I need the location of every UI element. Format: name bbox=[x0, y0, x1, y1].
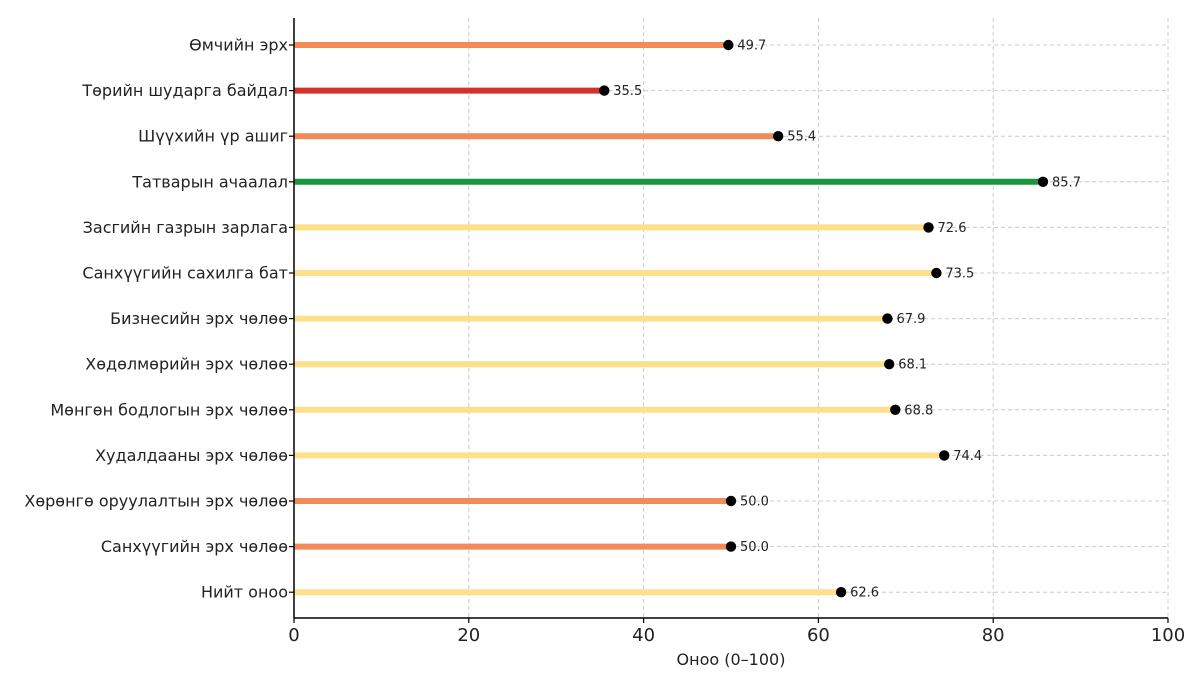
category-label: Хөдөлмөрийн эрх чөлөө bbox=[85, 355, 288, 374]
category-label: Санхүүгийн сахилга бат bbox=[82, 264, 288, 283]
value-label: 50.0 bbox=[740, 495, 769, 510]
x-tick-label: 100 bbox=[1151, 625, 1185, 646]
x-tick-label: 40 bbox=[632, 625, 655, 646]
value-label: 72.6 bbox=[938, 221, 967, 236]
x-tick-label: 80 bbox=[982, 625, 1005, 646]
category-label: Мөнгөн бодлогын эрх чөлөө bbox=[50, 400, 288, 419]
value-marker bbox=[883, 359, 895, 370]
category-label: Шүүхийн үр ашиг bbox=[138, 127, 288, 146]
value-marker bbox=[923, 222, 934, 233]
value-label: 67.9 bbox=[896, 312, 925, 327]
value-marker bbox=[931, 267, 942, 279]
value-marker bbox=[772, 131, 784, 142]
value-marker bbox=[725, 495, 737, 507]
category-label: Төрийн шударга байдал bbox=[81, 81, 288, 100]
value-label: 68.1 bbox=[898, 358, 927, 373]
category-label: Татварын ачаалал bbox=[131, 172, 288, 191]
x-tick-label: 0 bbox=[288, 625, 299, 646]
x-tick-label: 60 bbox=[807, 625, 830, 646]
category-label: Засгийн газрын зарлага bbox=[83, 218, 288, 237]
value-marker bbox=[1037, 176, 1049, 187]
category-label: Хөрөнгө оруулалтын эрх чөлөө bbox=[24, 492, 288, 511]
category-label: Нийт оноо bbox=[201, 583, 288, 602]
value-marker bbox=[835, 587, 847, 598]
value-label: 55.4 bbox=[787, 130, 816, 145]
value-marker bbox=[939, 450, 950, 461]
bar-layer bbox=[294, 39, 1049, 598]
category-label: Өмчийн эрх bbox=[189, 36, 288, 55]
value-marker bbox=[599, 85, 610, 96]
value-marker bbox=[723, 39, 734, 51]
value-label: 74.4 bbox=[953, 449, 982, 464]
category-label: Бизнесийн эрх чөлөө bbox=[110, 309, 288, 328]
x-tick-label: 20 bbox=[457, 625, 480, 646]
value-marker bbox=[882, 313, 893, 324]
value-marker bbox=[890, 404, 901, 415]
label-layer: 0 20 40 60 80 100 49.7 Өмчийн эрх 35.5 Төрийн шуд… bbox=[24, 36, 1185, 647]
x-axis-title: Оноо (0–100) bbox=[677, 650, 786, 669]
category-label: Санхүүгийн эрх чөлөө bbox=[101, 537, 288, 556]
value-label: 62.6 bbox=[850, 586, 879, 601]
value-label: 50.0 bbox=[740, 540, 769, 555]
value-label: 85.7 bbox=[1052, 175, 1081, 190]
category-label: Худалдааны эрх чөлөө bbox=[95, 446, 288, 465]
value-label: 73.5 bbox=[945, 267, 974, 282]
value-marker bbox=[725, 541, 737, 552]
axis-layer bbox=[289, 18, 1169, 623]
value-label: 68.8 bbox=[904, 403, 933, 418]
value-label: 35.5 bbox=[613, 84, 642, 99]
value-label: 49.7 bbox=[737, 39, 766, 54]
